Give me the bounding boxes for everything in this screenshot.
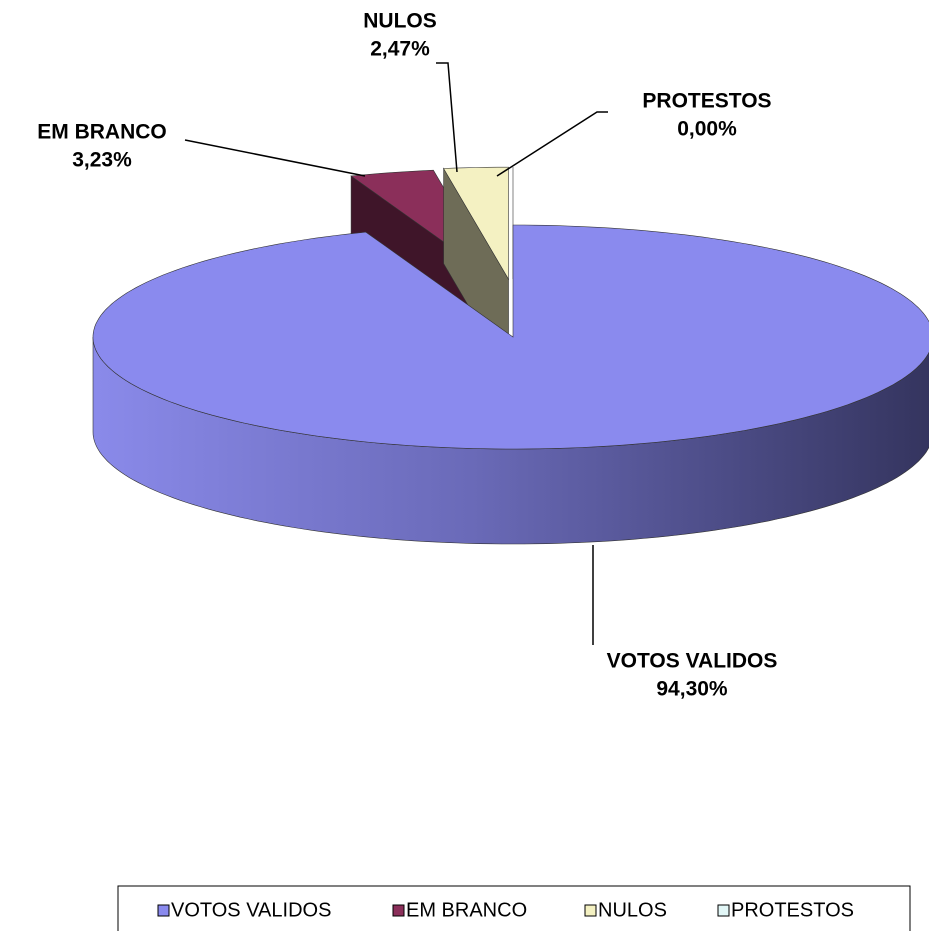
data-label-name: NULOS [363,10,437,33]
slice [443,166,509,281]
legend-label: VOTOS VALIDOS [171,899,331,921]
data-label-name: EM BRANCO [37,121,167,144]
legend-label: NULOS [598,899,667,921]
legend-label: EM BRANCO [406,899,527,921]
legend-swatch [392,904,405,917]
data-label: 3,23% [72,149,132,172]
slice [92,224,929,450]
data-label: 94,30% [656,678,728,701]
legend-swatch [584,904,597,917]
legend-box [117,885,911,931]
data-label-name: PROTESTOS [642,90,771,113]
data-label-name: VOTOS VALIDOS [607,650,778,673]
slice [92,224,929,545]
data-label: 0,00% [677,118,737,141]
data-label: 2,47% [370,38,430,61]
legend-swatch [717,904,730,917]
leader-line [496,111,608,177]
leader-line [184,139,366,177]
legend-swatch [157,904,170,917]
legend-label: PROTESTOS [731,899,854,921]
leader-line [436,62,458,173]
